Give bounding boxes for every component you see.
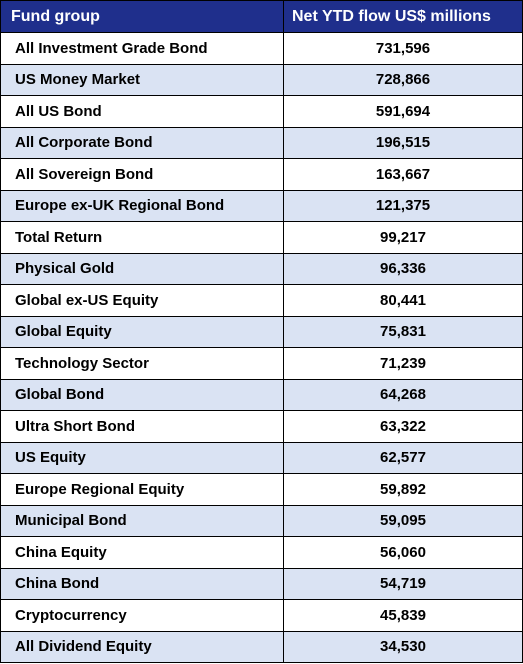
- fund-group-cell: Technology Sector: [0, 347, 284, 380]
- flow-cell: 71,239: [283, 347, 523, 380]
- header-cell: Fund group: [0, 0, 284, 33]
- flow-cell: 728,866: [283, 63, 523, 96]
- flow-cell: 80,441: [283, 284, 523, 317]
- table-row: All Dividend Equity 34,530: [0, 630, 523, 663]
- fund-group-cell: Physical Gold: [0, 252, 284, 285]
- table-row: All Corporate Bond 196,515: [0, 126, 523, 159]
- fund-group-cell: Global Equity: [0, 315, 284, 348]
- table-row: Physical Gold 96,336: [0, 252, 523, 285]
- fund-group-cell: All Corporate Bond: [0, 126, 284, 159]
- flow-cell: 99,217: [283, 221, 523, 254]
- flow-cell: 54,719: [283, 567, 523, 600]
- fund-group-cell: China Bond: [0, 567, 284, 600]
- fund-group-cell: Municipal Bond: [0, 504, 284, 537]
- fund-group-cell: Ultra Short Bond: [0, 410, 284, 443]
- flow-cell: 63,322: [283, 410, 523, 443]
- fund-group-cell: China Equity: [0, 536, 284, 569]
- fund-group-cell: All Sovereign Bond: [0, 158, 284, 191]
- flow-cell: 62,577: [283, 441, 523, 474]
- flow-cell: 96,336: [283, 252, 523, 285]
- table-row: Global Equity 75,831: [0, 315, 523, 348]
- flow-cell: 34,530: [283, 630, 523, 663]
- flow-cell: 591,694: [283, 95, 523, 128]
- fund-group-cell: US Money Market: [0, 63, 284, 96]
- table-body: All Investment Grade Bond 731,596 US Money…: [0, 32, 523, 663]
- fund-group-cell: Total Return: [0, 221, 284, 254]
- table-row: All US Bond 591,694: [0, 95, 523, 128]
- table-row: China Equity 56,060: [0, 536, 523, 569]
- table-row: Europe Regional Equity 59,892: [0, 473, 523, 506]
- table-header: Fund group Net YTD flow US$ millions: [0, 0, 523, 33]
- fund-group-cell: Europe ex-UK Regional Bond: [0, 189, 284, 222]
- flow-cell: 56,060: [283, 536, 523, 569]
- flow-cell: 731,596: [283, 32, 523, 65]
- table-row: Municipal Bond 59,095: [0, 504, 523, 537]
- fund-group-cell: Europe Regional Equity: [0, 473, 284, 506]
- flow-cell: 59,095: [283, 504, 523, 537]
- flow-cell: 59,892: [283, 473, 523, 506]
- fund-group-cell: Global Bond: [0, 378, 284, 411]
- fund-group-cell: Global ex-US Equity: [0, 284, 284, 317]
- fund-group-cell: Cryptocurrency: [0, 599, 284, 632]
- table-row: China Bond 54,719: [0, 567, 523, 600]
- table-row: Cryptocurrency 45,839: [0, 599, 523, 632]
- flow-cell: 196,515: [283, 126, 523, 159]
- header-cell: Net YTD flow US$ millions: [283, 0, 523, 33]
- table-row: US Equity 62,577: [0, 441, 523, 474]
- table-row: Total Return 99,217: [0, 221, 523, 254]
- table-row: Global ex-US Equity 80,441: [0, 284, 523, 317]
- table-row: All Investment Grade Bond 731,596: [0, 32, 523, 65]
- flow-cell: 45,839: [283, 599, 523, 632]
- table-row: US Money Market 728,866: [0, 63, 523, 96]
- fund-group-cell: All Dividend Equity: [0, 630, 284, 663]
- fund-group-cell: All US Bond: [0, 95, 284, 128]
- table-row: All Sovereign Bond 163,667: [0, 158, 523, 191]
- flow-cell: 64,268: [283, 378, 523, 411]
- table-row: Europe ex-UK Regional Bond 121,375: [0, 189, 523, 222]
- flow-cell: 75,831: [283, 315, 523, 348]
- flow-cell: 163,667: [283, 158, 523, 191]
- header-row: Fund group Net YTD flow US$ millions: [0, 0, 523, 33]
- table-row: Ultra Short Bond 63,322: [0, 410, 523, 443]
- fund-group-cell: US Equity: [0, 441, 284, 474]
- table-row: Technology Sector 71,239: [0, 347, 523, 380]
- flow-cell: 121,375: [283, 189, 523, 222]
- fund-group-cell: All Investment Grade Bond: [0, 32, 284, 65]
- table-row: Global Bond 64,268: [0, 378, 523, 411]
